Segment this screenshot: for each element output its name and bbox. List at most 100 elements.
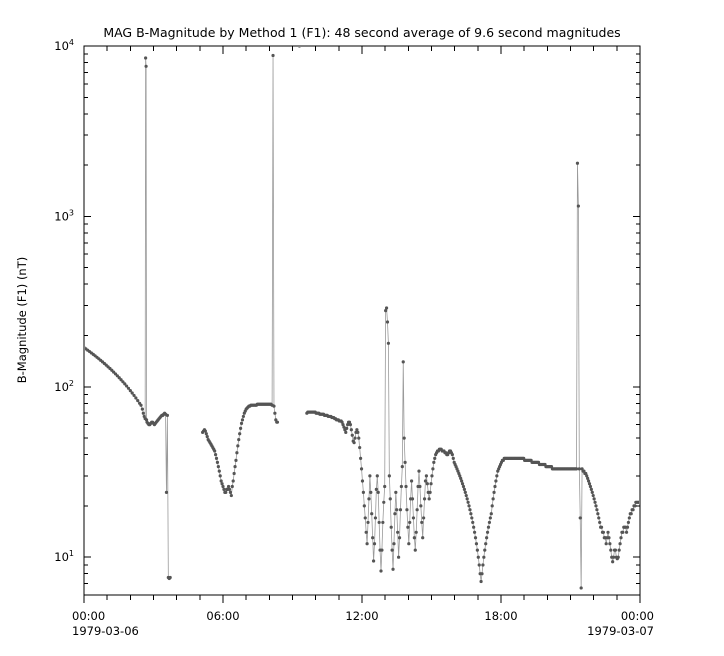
series-point: [217, 469, 221, 473]
series-point: [218, 474, 222, 478]
series-point: [234, 458, 238, 462]
series-point: [204, 432, 208, 436]
series-point: [467, 504, 471, 508]
series-point: [231, 479, 235, 483]
series-point: [352, 441, 356, 445]
series-point: [397, 536, 402, 540]
series-point: [586, 476, 590, 480]
series-point: [221, 484, 225, 489]
series-point: [480, 572, 484, 576]
series-point: [273, 411, 277, 415]
data-series-layer: [85, 47, 639, 590]
series-point: [382, 500, 386, 504]
series-point: [464, 493, 468, 498]
series-point: [465, 497, 469, 501]
x-tick-label-time: 00:00: [72, 609, 105, 623]
series-point: [227, 487, 232, 491]
series-point: [126, 386, 131, 390]
series-point: [235, 451, 239, 455]
series-point: [591, 493, 595, 498]
series-point: [472, 525, 476, 529]
series-point: [222, 487, 226, 491]
series-point: [369, 490, 373, 495]
series-point: [424, 474, 428, 478]
series-point: [341, 423, 345, 427]
series-point: [401, 360, 405, 364]
series-point: [229, 493, 233, 498]
y-tick-label: 102: [54, 379, 74, 394]
series-point: [367, 497, 371, 501]
series-point: [388, 497, 392, 501]
x-tick-label-date: 1979-03-07: [587, 624, 654, 638]
series-point: [359, 467, 364, 471]
series-point: [359, 456, 363, 460]
series-point: [123, 382, 127, 386]
series-point: [597, 516, 601, 520]
series-point: [363, 516, 367, 520]
series-point: [385, 320, 390, 324]
series-point: [408, 520, 412, 525]
series-point: [132, 393, 136, 398]
series-point: [407, 542, 411, 546]
series-point: [495, 474, 499, 478]
series-point: [371, 559, 376, 563]
series-point: [396, 530, 400, 534]
y-tick-label: 103: [54, 208, 74, 223]
series-point: [575, 161, 580, 165]
series-point: [232, 471, 236, 476]
series-point: [485, 536, 489, 540]
x-tick-label-time: 12:00: [345, 609, 378, 623]
series-point: [625, 525, 630, 529]
series-point: [405, 508, 409, 512]
series-point: [213, 449, 217, 453]
series-point: [593, 500, 597, 504]
series-point: [633, 504, 637, 508]
series-point: [429, 482, 433, 486]
series-point: [413, 548, 417, 552]
series-point: [380, 548, 384, 552]
series-point: [491, 497, 495, 501]
series-point: [392, 542, 396, 546]
series-point: [373, 516, 378, 520]
series-point: [463, 490, 467, 495]
series-point: [626, 520, 631, 525]
series-point: [362, 504, 366, 508]
series-point: [213, 453, 218, 457]
series-point: [357, 436, 361, 440]
series-point: [386, 341, 391, 345]
series-point: [397, 555, 401, 559]
series-point: [125, 384, 129, 388]
page-title: MAG B-Magnitude by Method 1 (F1): 48 sec…: [103, 25, 620, 40]
series-point: [579, 586, 583, 590]
series-point: [165, 413, 169, 417]
series-point: [415, 508, 419, 512]
series-point: [485, 530, 490, 534]
axes-layer: [83, 45, 641, 596]
series-point: [488, 516, 492, 520]
series-point: [215, 460, 220, 464]
series-point: [430, 474, 434, 478]
y-tick-label: 101: [54, 549, 74, 564]
series-point: [459, 476, 463, 480]
series-point: [411, 516, 416, 520]
series-point: [361, 490, 365, 495]
data-series: [85, 47, 639, 590]
series-line: [85, 55, 639, 588]
y-axis-label: B-Magnitude (F1) (nT): [15, 257, 29, 383]
series-point: [457, 471, 461, 476]
series-point: [423, 479, 428, 483]
series-point: [226, 484, 231, 489]
series-point: [398, 508, 403, 512]
series-point: [139, 403, 143, 407]
series-point: [592, 497, 596, 501]
series-point: [451, 456, 455, 460]
series-point: [384, 309, 388, 313]
series-point: [469, 512, 473, 516]
series-point: [475, 548, 479, 552]
series-point: [353, 436, 357, 440]
y-tick-label: 104: [54, 38, 74, 53]
series-point: [371, 536, 375, 540]
series-point: [239, 426, 243, 430]
series-point: [375, 474, 379, 478]
